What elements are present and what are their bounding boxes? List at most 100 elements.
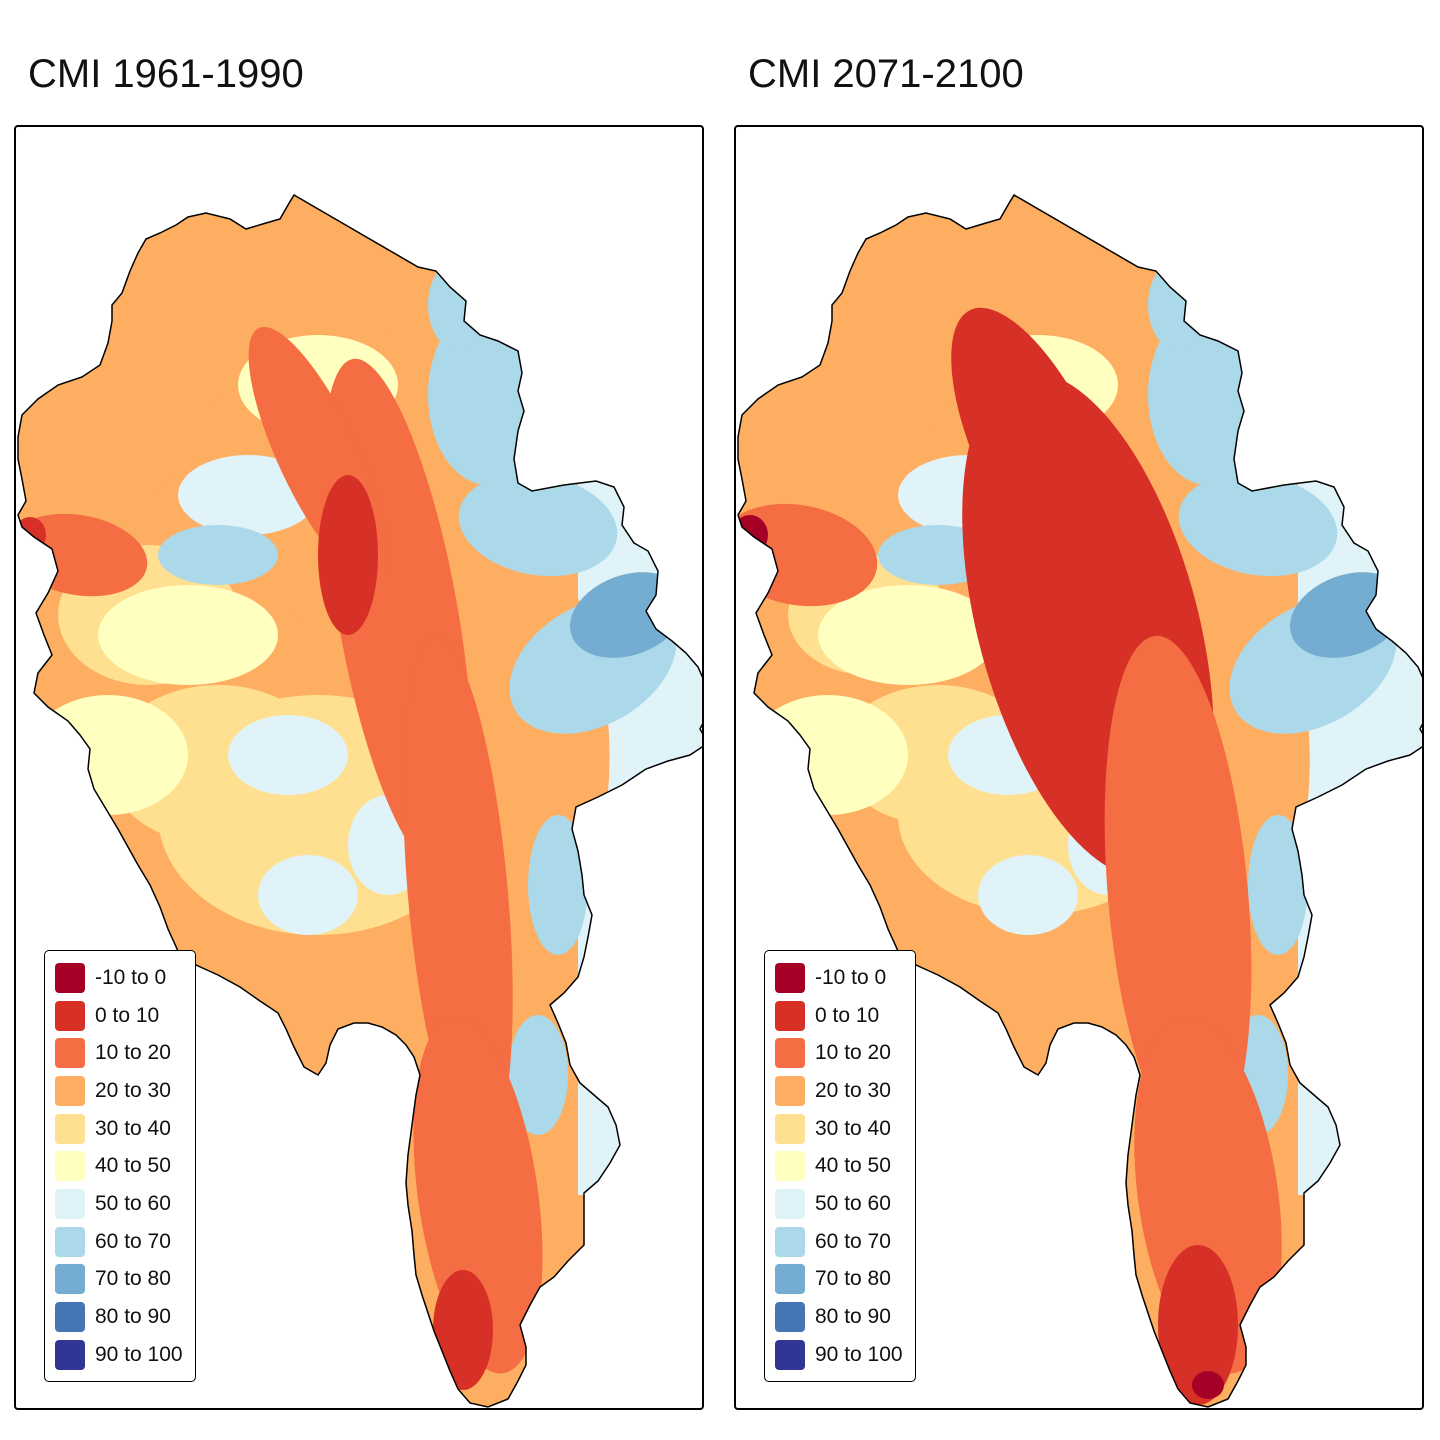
legend-label: 90 to 100	[815, 1342, 903, 1366]
legend-swatch	[775, 1264, 805, 1295]
legend-item: 80 to 90	[55, 1298, 195, 1336]
cmi-raster-zone	[951, 307, 1125, 603]
legend-label: 0 to 10	[815, 1003, 880, 1027]
cmi-raster-zone	[258, 855, 358, 935]
legend-item: 80 to 90	[775, 1298, 915, 1336]
map-panel-right: -10 to 0 0 to 10 10 to 20 20 to 30 30 to 40 4…	[734, 125, 1424, 1410]
map-panel-left: -10 to 0 0 to 10 10 to 20 20 to 30 30 to 40 4…	[14, 125, 704, 1410]
cmi-raster-zone	[1104, 635, 1252, 1155]
legend-label: 60 to 70	[95, 1229, 171, 1253]
legend-swatch	[775, 1038, 805, 1069]
legend-item: 20 to 30	[775, 1072, 915, 1110]
legend-item: 90 to 100	[775, 1336, 915, 1374]
legend-item: 30 to 40	[55, 1110, 195, 1148]
legend-swatch	[55, 1113, 85, 1144]
legend-label: 30 to 40	[95, 1116, 171, 1140]
legend-label: 80 to 90	[95, 1305, 171, 1329]
legend-label: 40 to 50	[815, 1154, 891, 1178]
legend-swatch	[55, 1339, 85, 1370]
legend-swatch	[55, 1188, 85, 1219]
cmi-map-2071-2100	[737, 193, 1422, 1408]
region-boundary	[737, 193, 1422, 1408]
region-boundary	[17, 193, 702, 1408]
legend-item: 50 to 60	[55, 1185, 195, 1223]
legend-swatch	[775, 1000, 805, 1031]
legend-swatch	[55, 962, 85, 993]
cmi-raster-zone	[433, 1270, 493, 1390]
cmi-raster-zone	[818, 585, 998, 685]
map-title-left: CMI 1961-1990	[28, 52, 304, 96]
legend-item: 40 to 50	[775, 1147, 915, 1185]
legend-label: 20 to 30	[95, 1078, 171, 1102]
legend-item: 0 to 10	[55, 997, 195, 1035]
cmi-raster-zone	[228, 715, 348, 795]
legend-item: 60 to 70	[55, 1223, 195, 1261]
legend-swatch	[55, 1151, 85, 1182]
cmi-raster-zone	[1148, 260, 1208, 350]
cmi-raster-zone	[1248, 815, 1308, 955]
legend-label: 30 to 40	[815, 1116, 891, 1140]
legend-label: 20 to 30	[815, 1078, 891, 1102]
legend-item: 90 to 100	[55, 1336, 195, 1374]
legend-swatch	[775, 1075, 805, 1106]
legend-item: 70 to 80	[55, 1261, 195, 1299]
legend-item: 20 to 30	[55, 1072, 195, 1110]
cmi-raster-zone	[318, 475, 378, 635]
legend-label: 10 to 20	[95, 1041, 171, 1065]
legend-item: 50 to 60	[775, 1185, 915, 1223]
legend-swatch	[55, 1264, 85, 1295]
cmi-raster-zone	[158, 525, 278, 585]
legend-label: 60 to 70	[815, 1229, 891, 1253]
cmi-raster-zone	[528, 815, 588, 955]
legend-label: 10 to 20	[815, 1041, 891, 1065]
legend-swatch	[775, 1113, 805, 1144]
cmi-raster-zone	[178, 455, 318, 535]
cmi-raster-zone	[428, 260, 488, 350]
legend-item: 30 to 40	[775, 1110, 915, 1148]
cmi-raster-zone	[403, 635, 513, 1155]
legend-item: 60 to 70	[775, 1223, 915, 1261]
legend-swatch	[55, 1038, 85, 1069]
legend-item: -10 to 0	[55, 959, 195, 997]
legend-swatch	[55, 1000, 85, 1031]
legend-item: 10 to 20	[55, 1034, 195, 1072]
cmi-map-1961-1990	[17, 193, 702, 1408]
cmi-raster-zone	[748, 695, 908, 815]
legend-label: -10 to 0	[815, 965, 887, 989]
legend-swatch	[55, 1075, 85, 1106]
cmi-raster-zone	[28, 695, 188, 815]
legend-swatch	[55, 1226, 85, 1257]
legend-item: 10 to 20	[775, 1034, 915, 1072]
legend-item: -10 to 0	[775, 959, 915, 997]
legend-swatch	[775, 1226, 805, 1257]
legend-label: 80 to 90	[815, 1305, 891, 1329]
legend-swatch	[775, 1302, 805, 1333]
legend-label: 40 to 50	[95, 1154, 171, 1178]
legend-right: -10 to 0 0 to 10 10 to 20 20 to 30 30 to 40 4…	[764, 950, 916, 1382]
cmi-raster-zone	[1178, 473, 1338, 577]
legend-swatch	[775, 1339, 805, 1370]
cmi-raster-east-margin	[1298, 295, 1422, 1195]
legend-label: 70 to 80	[815, 1267, 891, 1291]
legend-swatch	[775, 1151, 805, 1182]
legend-swatch	[55, 1302, 85, 1333]
legend-item: 40 to 50	[55, 1147, 195, 1185]
legend-swatch	[775, 962, 805, 993]
legend-label: 90 to 100	[95, 1342, 183, 1366]
legend-label: 50 to 60	[95, 1191, 171, 1215]
cmi-raster-zone	[458, 473, 618, 577]
legend-item: 0 to 10	[775, 997, 915, 1035]
cmi-raster-zone	[508, 1015, 568, 1135]
legend-label: 50 to 60	[815, 1191, 891, 1215]
cmi-raster-zone	[1158, 1245, 1238, 1405]
cmi-raster-zone	[978, 855, 1078, 935]
map-title-right: CMI 2071-2100	[748, 52, 1024, 96]
cmi-raster-zone	[1192, 1371, 1224, 1399]
legend-swatch	[775, 1188, 805, 1219]
cmi-raster-zone	[98, 585, 278, 685]
legend-item: 70 to 80	[775, 1261, 915, 1299]
legend-label: -10 to 0	[95, 965, 167, 989]
legend-label: 0 to 10	[95, 1003, 160, 1027]
legend-left: -10 to 0 0 to 10 10 to 20 20 to 30 30 to 40 4…	[44, 950, 196, 1382]
legend-label: 70 to 80	[95, 1267, 171, 1291]
